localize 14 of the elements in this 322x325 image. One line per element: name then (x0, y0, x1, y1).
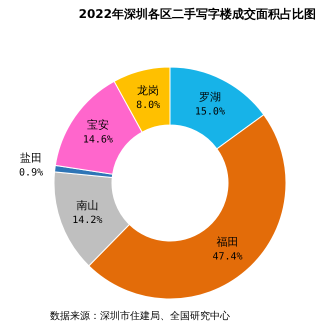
data-label: 8.0% (136, 100, 160, 111)
slice-label: 宝安 (86, 118, 109, 132)
chart-title: 2022年深圳各区二手写字楼成交面积占比图 (78, 7, 316, 21)
data-label: 14.6% (82, 134, 113, 146)
slice-label: 南山 (76, 199, 98, 212)
slice-label: 盐田 (20, 152, 42, 165)
data-label: 47.4% (212, 252, 243, 263)
slice-label: 龙岗 (137, 84, 160, 97)
slice-label: 福田 (216, 236, 239, 249)
data-label: 15.0% (194, 106, 225, 118)
source-note: 数据来源：深圳市住建局、全国研究中心 (50, 310, 230, 322)
slice-label: 罗湖 (198, 90, 221, 104)
data-label: 14.2% (72, 215, 102, 226)
data-label: 0.9% (19, 168, 44, 179)
